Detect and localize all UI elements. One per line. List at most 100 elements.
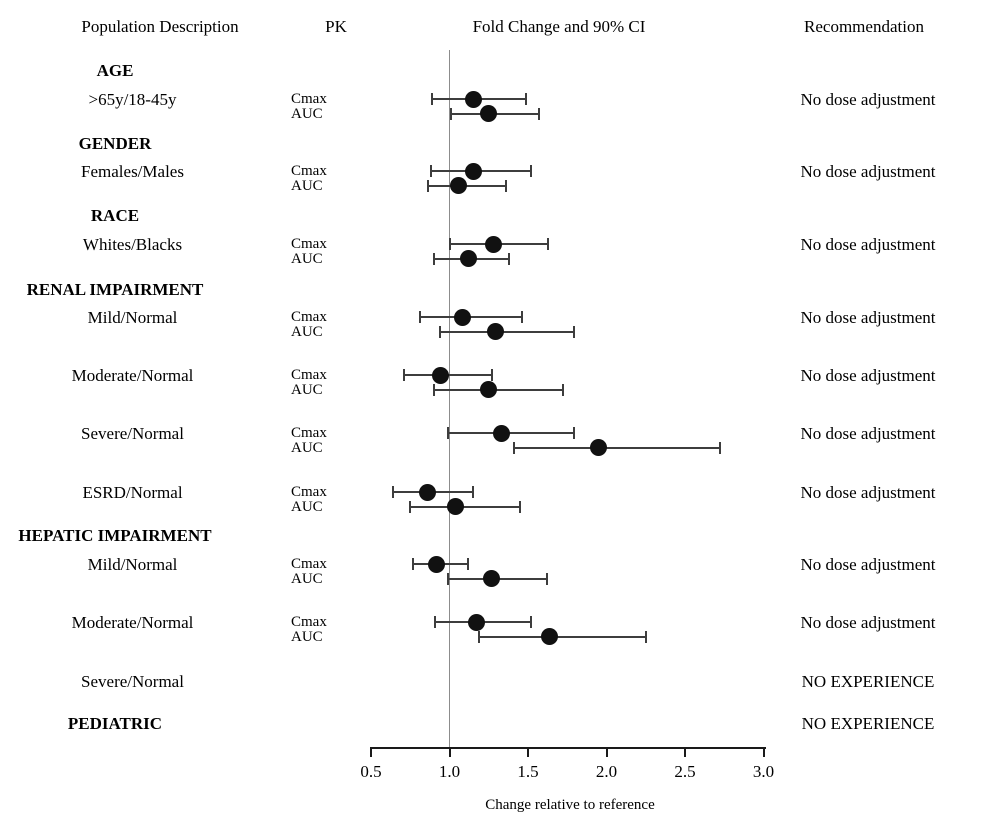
x-axis-tick bbox=[605, 747, 608, 757]
pk-label: AUC bbox=[291, 570, 323, 587]
point-estimate-marker bbox=[447, 498, 465, 515]
pk-label: Cmax bbox=[291, 556, 327, 572]
column-header-fold-change: Fold Change and 90% CI bbox=[472, 17, 646, 36]
pk-label: Cmax bbox=[291, 425, 327, 441]
population-label: Females/Males bbox=[81, 162, 184, 181]
ci-cap bbox=[472, 486, 475, 498]
section-heading: AGE bbox=[96, 61, 134, 80]
ci-line bbox=[513, 446, 720, 449]
x-axis-tick bbox=[762, 747, 765, 757]
ci-cap bbox=[547, 238, 550, 250]
ci-cap bbox=[431, 93, 434, 105]
column-header-recommendation: Recommendation bbox=[804, 17, 924, 36]
ci-line bbox=[440, 330, 574, 333]
ci-cap bbox=[409, 500, 412, 513]
ci-cap bbox=[412, 558, 415, 570]
point-estimate-marker bbox=[486, 323, 504, 340]
ci-cap bbox=[450, 107, 453, 120]
ci-cap bbox=[446, 572, 449, 585]
ci-cap bbox=[644, 630, 647, 643]
ci-cap bbox=[525, 93, 528, 105]
x-axis-tick-label: 1.0 bbox=[438, 762, 461, 781]
point-estimate-marker bbox=[484, 235, 502, 253]
point-estimate-marker bbox=[459, 250, 477, 267]
point-estimate-marker bbox=[467, 613, 485, 631]
ci-cap bbox=[426, 179, 429, 192]
population-label: >65y/18-45y bbox=[88, 90, 177, 109]
pk-label: AUC bbox=[291, 381, 323, 398]
population-label: Severe/Normal bbox=[81, 424, 184, 443]
x-axis-tick-label: 3.0 bbox=[752, 762, 775, 781]
ci-cap bbox=[519, 500, 522, 513]
recommendation-text: No dose adjustment bbox=[800, 366, 936, 385]
column-header-pk: PK bbox=[325, 17, 347, 36]
x-axis-line bbox=[371, 747, 766, 749]
recommendation-text: No dose adjustment bbox=[800, 235, 936, 254]
ci-cap bbox=[537, 107, 540, 120]
recommendation-text: NO EXPERIENCE bbox=[801, 714, 935, 733]
point-estimate-marker bbox=[492, 424, 510, 442]
ci-cap bbox=[448, 238, 451, 250]
x-axis-tick bbox=[527, 747, 529, 757]
point-estimate-marker bbox=[453, 308, 471, 326]
recommendation-text: No dose adjustment bbox=[800, 424, 936, 443]
ci-cap bbox=[520, 311, 523, 323]
pk-label: AUC bbox=[291, 628, 323, 645]
population-label: Mild/Normal bbox=[87, 308, 178, 327]
ci-cap bbox=[572, 427, 575, 439]
point-estimate-marker bbox=[480, 381, 498, 398]
ci-cap bbox=[478, 630, 481, 643]
recommendation-text: No dose adjustment bbox=[800, 308, 936, 327]
x-axis-title: Change relative to reference bbox=[485, 797, 655, 813]
ci-cap bbox=[446, 427, 449, 439]
ci-cap bbox=[572, 325, 575, 338]
pk-label: Cmax bbox=[291, 484, 327, 500]
pk-label: Cmax bbox=[291, 163, 327, 179]
section-heading: PEDIATRIC bbox=[67, 714, 163, 733]
ci-cap bbox=[432, 252, 435, 265]
point-estimate-marker bbox=[541, 628, 559, 645]
ci-cap bbox=[402, 369, 405, 381]
ci-cap bbox=[467, 558, 470, 570]
section-heading: RACE bbox=[90, 206, 140, 225]
population-label: Mild/Normal bbox=[87, 555, 178, 574]
x-axis-tick-label: 2.5 bbox=[674, 762, 696, 781]
pk-label: AUC bbox=[291, 105, 323, 122]
point-estimate-marker bbox=[431, 366, 449, 384]
ci-line bbox=[479, 635, 646, 638]
ci-cap bbox=[439, 325, 442, 338]
ci-cap bbox=[490, 369, 493, 381]
reference-line bbox=[449, 50, 450, 748]
population-label: Moderate/Normal bbox=[71, 613, 194, 632]
ci-cap bbox=[718, 441, 721, 454]
x-axis-tick bbox=[684, 747, 686, 757]
ci-cap bbox=[505, 179, 508, 192]
population-label: ESRD/Normal bbox=[82, 483, 183, 502]
ci-line bbox=[447, 432, 574, 434]
pk-label: Cmax bbox=[291, 91, 327, 107]
x-axis-tick bbox=[448, 747, 451, 757]
section-heading: GENDER bbox=[78, 134, 152, 153]
recommendation-text: No dose adjustment bbox=[800, 613, 936, 632]
population-label: Moderate/Normal bbox=[71, 366, 194, 385]
ci-cap bbox=[391, 486, 394, 498]
x-axis-tick bbox=[370, 747, 372, 757]
x-axis-tick-label: 0.5 bbox=[360, 762, 382, 781]
recommendation-text: No dose adjustment bbox=[800, 90, 936, 109]
recommendation-text: No dose adjustment bbox=[800, 555, 936, 574]
ci-cap bbox=[561, 383, 564, 396]
point-estimate-marker bbox=[419, 483, 437, 501]
ci-line bbox=[433, 388, 563, 391]
ci-cap bbox=[508, 252, 511, 265]
point-estimate-marker bbox=[480, 105, 498, 122]
ci-cap bbox=[545, 572, 548, 585]
x-axis-tick-label: 1.5 bbox=[517, 762, 539, 781]
point-estimate-marker bbox=[428, 555, 446, 573]
point-estimate-marker bbox=[464, 90, 482, 108]
point-estimate-marker bbox=[450, 177, 468, 194]
ci-line bbox=[419, 316, 522, 318]
point-estimate-marker bbox=[464, 162, 482, 180]
ci-cap bbox=[432, 383, 435, 396]
